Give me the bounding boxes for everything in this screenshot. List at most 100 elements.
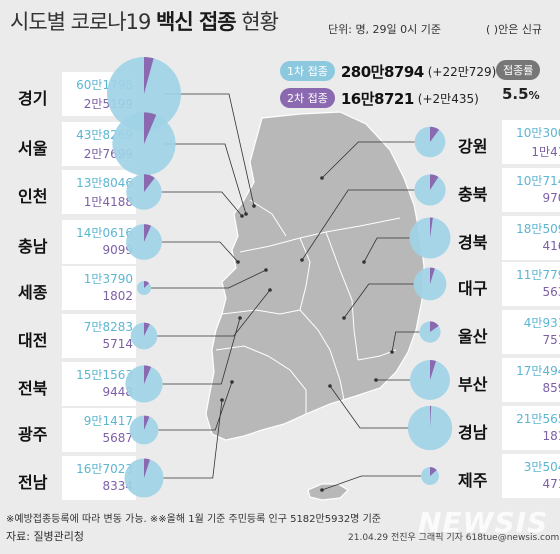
region-values: 9만1417 5687 [62,408,136,452]
leader-dot-인천 [240,214,244,218]
region-values: 18만5093 4161 [502,216,560,260]
pie-dose1-울산 [419,321,441,343]
pie-dose1-충북 [414,174,446,206]
leader-line-제주 [321,475,422,491]
leader-line-대구 [343,283,414,319]
credit: 21.04.29 전진우 그래픽 기자 618tue@newsis.com [348,533,560,543]
dose1-value-label: 11만7794 [516,268,560,282]
chart-title: 시도별 코로나19 백신 접종 현황 [10,10,279,34]
region-name: 충남 [18,237,48,256]
region-name: 부산 [458,375,488,394]
korea-map [205,111,425,441]
province-border-0 [239,217,401,253]
pie-dose2-서울 [144,112,157,144]
region-values: 21만5658 1810 [502,406,560,450]
dose1-value-label: 60만1798 [76,78,133,92]
source-note: 자료: 질병관리청 [6,530,85,543]
leader-line-대전 [157,289,271,337]
region-values: 14만0616 9099 [62,220,136,264]
region-values: 60만1798 2만5199 [62,72,136,116]
pie-dose1-경북 [409,217,451,259]
province-border-7 [357,349,397,361]
pie-dose2-세종 [144,281,150,288]
dose1-value-label: 15만1563 [76,368,133,382]
leader-line-전남 [163,399,223,479]
dose1-value-label: 43만8269 [76,128,133,142]
dose1-value-label: 18만5093 [516,222,560,236]
leader-line-전북 [162,317,241,385]
dose2-value-label: 8592 [542,381,560,395]
leader-line-충북 [301,189,415,261]
region-values: 10만7145 9709 [502,168,560,212]
dose1-total-new: (+22만729) [427,64,497,79]
leader-dot-전북 [238,316,242,320]
pie-dose2-대구 [430,267,435,284]
region-name: 경남 [458,423,488,442]
region-name: 대전 [18,331,48,350]
watermark-logo: NEWSIS [418,506,549,539]
leader-dot-제주 [320,488,324,492]
region-values: 17만4943 8592 [502,358,560,402]
region-name: 인천 [18,187,48,206]
region-name: 광주 [18,425,48,444]
pie-dose2-경북 [430,217,433,238]
jeju-island-shape [307,483,349,501]
leader-line-경남 [329,385,410,429]
pie-dose1-부산 [410,360,450,400]
region-name: 제주 [458,471,488,490]
region-name: 경기 [18,89,48,108]
dose1-total-value: 280만8794 [340,62,424,81]
dose1-value-label: 1만3790 [83,272,133,286]
dose1-value-label: 9만1417 [83,414,133,428]
leader-dot-경기 [252,204,256,208]
dose2-total-value: 16만8721 [340,89,414,108]
pie-dose2-경기 [144,57,154,94]
pie-dose2-울산 [430,321,439,332]
footnote: ※예방접종등록에 따라 변동 가능. ※※올해 1월 기준 주민등록 인구 51… [6,514,381,525]
pie-dose2-광주 [144,415,150,430]
pie-dose1-대구 [413,267,447,301]
leader-line-서울 [164,143,247,215]
dose1-value-label: 10만7145 [516,174,560,188]
leader-dot-대구 [342,316,346,320]
leader-dot-충남 [236,260,240,264]
leader-dot-서울 [244,212,248,216]
dose2-value-label: 1810 [542,429,560,443]
dose1-value-label: 14만0616 [76,226,133,240]
leader-dot-충북 [300,258,304,262]
dose2-value-label: 5687 [102,431,133,445]
dose1-value-label: 10만3000 [516,126,560,140]
leader-line-광주 [158,381,233,431]
leader-line-경북 [363,237,410,263]
region-name: 전북 [18,379,48,398]
dose2-value-label: 5637 [542,285,560,299]
dose2-total-new: (+2만435) [417,91,479,106]
pie-dose1-세종 [137,281,151,295]
leader-dot-부산 [374,378,378,382]
province-border-6 [215,345,307,414]
region-values: 4만9313 7519 [502,310,560,354]
dose2-total: 2차 접종 16만8721 (+2만435) [280,88,479,108]
leader-dot-경북 [362,260,366,264]
region-name: 서울 [18,139,48,158]
dose2-value-label: 7519 [542,333,560,347]
pie-dose1-제주 [421,467,439,485]
dose2-value-label: 1802 [102,289,133,303]
region-values: 13만8046 1만4188 [62,170,136,214]
dose1-value-label: 17만4943 [516,364,560,378]
unit-note: 단위: 명, 29일 0시 기준 [328,23,442,36]
dose2-value-label: 1만411 [531,145,560,159]
region-name: 울산 [458,327,488,346]
pie-dose2-충북 [430,174,439,190]
leader-line-충남 [161,241,239,263]
region-values: 15만1563 9448 [62,362,136,406]
dose1-value-label: 13만8046 [76,176,133,190]
dose2-value-label: 9709 [542,191,560,205]
pie-dose2-전북 [144,365,152,384]
dose2-value-label: 1만4188 [83,195,133,209]
dose2-value-label: 5714 [102,337,133,351]
region-name: 충북 [458,185,488,204]
region-values: 16만7023 8334 [62,456,136,500]
region-name: 대구 [458,279,488,298]
